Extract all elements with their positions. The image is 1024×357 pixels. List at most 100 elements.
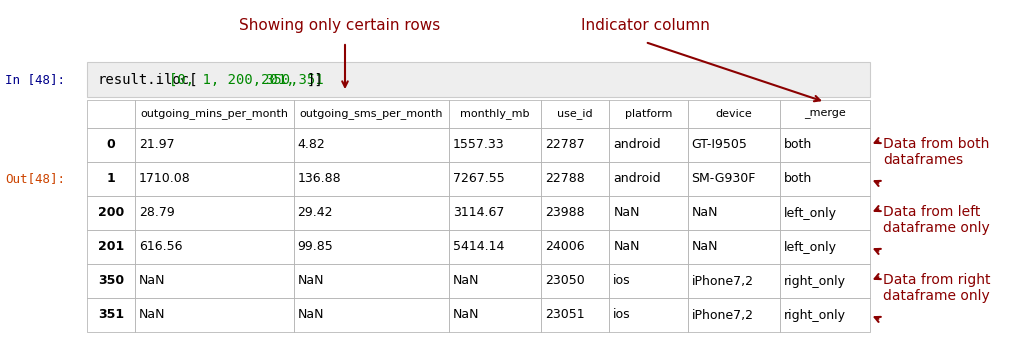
Bar xyxy=(609,162,687,196)
Bar xyxy=(135,128,294,162)
Text: outgoing_sms_per_month: outgoing_sms_per_month xyxy=(299,109,443,120)
Bar xyxy=(779,162,870,196)
Bar xyxy=(294,230,449,264)
Text: 1557.33: 1557.33 xyxy=(453,139,505,151)
Text: NaN: NaN xyxy=(613,241,640,253)
Bar xyxy=(687,100,779,128)
Text: monthly_mb: monthly_mb xyxy=(461,109,529,120)
Bar xyxy=(294,264,449,298)
Text: android: android xyxy=(613,139,660,151)
Text: 28.79: 28.79 xyxy=(139,206,175,220)
Text: 351: 351 xyxy=(98,308,124,322)
Bar xyxy=(135,100,294,128)
Text: iPhone7,2: iPhone7,2 xyxy=(691,275,754,287)
Bar xyxy=(87,196,135,230)
Bar xyxy=(449,264,541,298)
Text: NaN: NaN xyxy=(139,275,166,287)
Bar xyxy=(449,230,541,264)
Text: both: both xyxy=(783,139,812,151)
Text: right_only: right_only xyxy=(783,275,846,287)
Bar xyxy=(541,128,609,162)
Bar xyxy=(779,128,870,162)
Bar xyxy=(135,264,294,298)
Bar xyxy=(609,196,687,230)
Text: 23050: 23050 xyxy=(545,275,585,287)
Text: NaN: NaN xyxy=(453,308,479,322)
Text: Data from both
dataframes: Data from both dataframes xyxy=(883,137,989,167)
Text: 1: 1 xyxy=(106,172,116,186)
Bar xyxy=(294,100,449,128)
Text: 29.42: 29.42 xyxy=(298,206,333,220)
Text: Indicator column: Indicator column xyxy=(581,18,710,33)
Text: 99.85: 99.85 xyxy=(298,241,333,253)
Bar xyxy=(294,162,449,196)
Bar xyxy=(87,62,870,97)
Text: Data from right
dataframe only: Data from right dataframe only xyxy=(883,273,990,303)
Text: NaN: NaN xyxy=(691,206,718,220)
Bar xyxy=(541,100,609,128)
Text: 4.82: 4.82 xyxy=(298,139,326,151)
Text: GT-I9505: GT-I9505 xyxy=(691,139,748,151)
Bar xyxy=(294,298,449,332)
Text: 3114.67: 3114.67 xyxy=(453,206,504,220)
Text: 136.88: 136.88 xyxy=(298,172,341,186)
Bar xyxy=(687,298,779,332)
Bar xyxy=(87,298,135,332)
Bar xyxy=(449,128,541,162)
Bar xyxy=(449,100,541,128)
Bar xyxy=(609,230,687,264)
Text: result.iloc[: result.iloc[ xyxy=(97,72,198,86)
Text: 21.97: 21.97 xyxy=(139,139,175,151)
Text: 616.56: 616.56 xyxy=(139,241,182,253)
Bar xyxy=(541,196,609,230)
Text: 24006: 24006 xyxy=(545,241,585,253)
Text: both: both xyxy=(783,172,812,186)
Bar xyxy=(135,230,294,264)
Text: NaN: NaN xyxy=(691,241,718,253)
Text: 23988: 23988 xyxy=(545,206,585,220)
Text: Data from left
dataframe only: Data from left dataframe only xyxy=(883,205,990,235)
Bar xyxy=(87,128,135,162)
Bar xyxy=(779,264,870,298)
Bar xyxy=(609,264,687,298)
Text: NaN: NaN xyxy=(298,275,324,287)
Bar xyxy=(87,100,135,128)
Bar xyxy=(135,162,294,196)
Text: left_only: left_only xyxy=(783,206,837,220)
Bar xyxy=(779,298,870,332)
Text: ]]: ]] xyxy=(307,72,324,86)
Bar xyxy=(135,298,294,332)
Bar xyxy=(87,162,135,196)
Bar xyxy=(449,162,541,196)
Bar xyxy=(687,196,779,230)
Text: left_only: left_only xyxy=(783,241,837,253)
Text: 22787: 22787 xyxy=(545,139,585,151)
Text: 350: 350 xyxy=(98,275,124,287)
Bar xyxy=(541,264,609,298)
Bar xyxy=(541,230,609,264)
Text: platform: platform xyxy=(625,109,672,119)
Text: _merge: _merge xyxy=(804,109,846,119)
Text: Out[48]:: Out[48]: xyxy=(5,172,65,186)
Bar xyxy=(294,128,449,162)
Text: 22788: 22788 xyxy=(545,172,585,186)
Text: 23051: 23051 xyxy=(545,308,585,322)
Bar xyxy=(779,196,870,230)
Bar xyxy=(609,128,687,162)
Text: 200: 200 xyxy=(98,206,124,220)
Text: NaN: NaN xyxy=(139,308,166,322)
Bar xyxy=(541,162,609,196)
Text: right_only: right_only xyxy=(783,308,846,322)
Text: outgoing_mins_per_month: outgoing_mins_per_month xyxy=(140,109,289,120)
Text: 1710.08: 1710.08 xyxy=(139,172,190,186)
Text: 350,351: 350,351 xyxy=(265,72,324,86)
Text: NaN: NaN xyxy=(298,308,324,322)
Bar xyxy=(87,230,135,264)
Text: 0: 0 xyxy=(106,139,116,151)
Text: Showing only certain rows: Showing only certain rows xyxy=(240,18,440,33)
Text: device: device xyxy=(716,109,752,119)
Bar xyxy=(687,264,779,298)
Text: ios: ios xyxy=(613,308,631,322)
Text: 201: 201 xyxy=(98,241,124,253)
Text: In [48]:: In [48]: xyxy=(5,73,65,86)
